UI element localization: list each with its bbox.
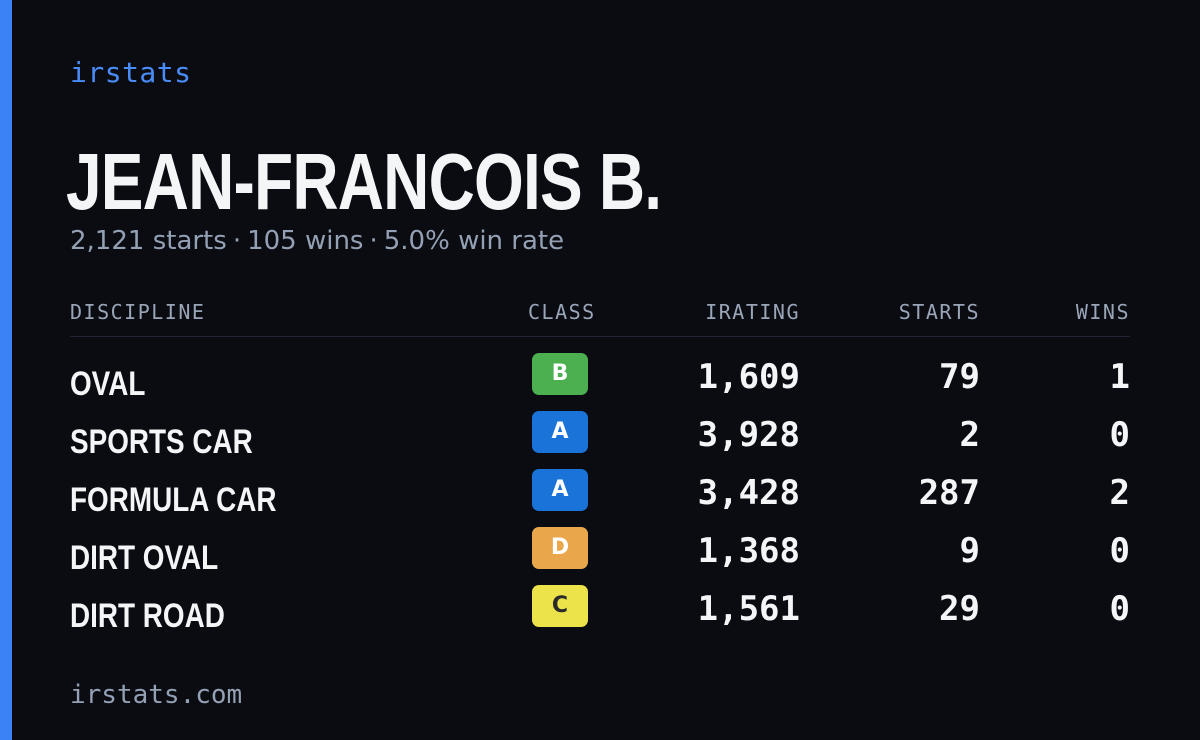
class-badge: D (532, 527, 588, 569)
irating-value: 1,368 (697, 531, 800, 571)
separator: · (232, 226, 242, 256)
wins-value: 0 (1109, 531, 1130, 571)
class-badge: B (532, 353, 588, 395)
discipline-name: SPORTS CAR (70, 423, 253, 461)
wins-value: 1 (1109, 357, 1130, 397)
irating-value: 3,928 (697, 415, 800, 455)
header-starts: STARTS (898, 300, 980, 324)
discipline-name: OVAL (70, 365, 146, 403)
wins-value: 2 (1109, 473, 1130, 513)
table-row: FORMULA CAR A 3,428 287 2 (70, 469, 1130, 527)
discipline-table: DISCIPLINE CLASS IRATING STARTS WINS OVA… (70, 296, 1130, 643)
table-row: OVAL B 1,609 79 1 (70, 353, 1130, 411)
table-row: SPORTS CAR A 3,928 2 0 (70, 411, 1130, 469)
discipline-name: DIRT OVAL (70, 539, 219, 577)
wins-value: 0 (1109, 415, 1130, 455)
discipline-name: FORMULA CAR (70, 481, 277, 519)
brand-logo: irstats (70, 56, 192, 89)
starts-value: 9 (959, 531, 980, 571)
driver-summary: 2,121 starts · 105 wins · 5.0% win rate (70, 226, 564, 256)
irating-value: 1,561 (697, 589, 800, 629)
win-rate-summary: 5.0% win rate (383, 226, 565, 256)
table-row: DIRT ROAD C 1,561 29 0 (70, 585, 1130, 643)
starts-value: 29 (939, 589, 980, 629)
starts-value: 287 (918, 473, 980, 513)
table-header: DISCIPLINE CLASS IRATING STARTS WINS (70, 296, 1130, 337)
irating-value: 1,609 (697, 357, 800, 397)
wins-summary: 105 wins (247, 226, 364, 256)
starts-value: 79 (939, 357, 980, 397)
class-badge: A (532, 469, 588, 511)
class-badge: C (532, 585, 588, 627)
header-irating: IRATING (705, 300, 800, 324)
table-row: DIRT OVAL D 1,368 9 0 (70, 527, 1130, 585)
starts-value: 2 (959, 415, 980, 455)
accent-bar (0, 0, 12, 740)
wins-value: 0 (1109, 589, 1130, 629)
footer-url: irstats.com (70, 680, 243, 710)
separator: · (369, 226, 378, 256)
table-body: OVAL B 1,609 79 1 SPORTS CAR A 3,928 2 0… (70, 337, 1130, 643)
starts-summary: 2,121 starts (70, 226, 227, 256)
discipline-name: DIRT ROAD (70, 597, 225, 635)
header-discipline: DISCIPLINE (70, 300, 206, 324)
header-class: CLASS (528, 300, 596, 324)
driver-name: JEAN-FRANCOIS B. (66, 137, 662, 226)
irating-value: 3,428 (697, 473, 800, 513)
class-badge: A (532, 411, 588, 453)
header-wins: WINS (1075, 300, 1130, 324)
